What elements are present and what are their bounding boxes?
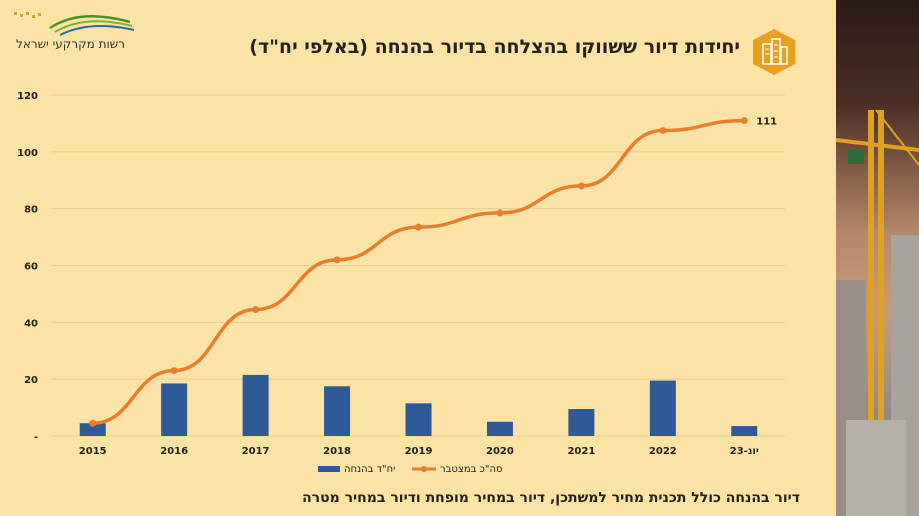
y-tick-label: 100 (17, 148, 38, 159)
data-label: 111 (756, 117, 777, 128)
buildings-icon (753, 29, 795, 75)
logo-waves-icon (14, 12, 135, 36)
bar (405, 403, 432, 436)
legend-bar-swatch (318, 466, 340, 472)
y-tick-label: 20 (24, 375, 38, 386)
line-point (659, 127, 667, 135)
y-tick-label: 120 (17, 91, 38, 102)
legend-label-line: סה"כ במצטבר (440, 464, 503, 475)
line-point (252, 306, 260, 314)
logo-text: רשות מקרקעי ישראל (16, 37, 126, 51)
y-tick-label: 60 (24, 262, 38, 273)
y-tick-label: 40 (24, 318, 38, 329)
construction-photo (836, 0, 919, 516)
series-line (90, 118, 747, 425)
bar (79, 423, 106, 436)
bar (486, 421, 513, 436)
line-point (89, 419, 97, 427)
y-tick-label: - (34, 432, 38, 443)
slide: רשות מקרקעי ישראל יחידות דיור ששווקו בהצ… (14, 12, 800, 506)
x-tick-label: 2022 (649, 446, 677, 457)
chart: - 20 40 60 80 100 120 2015 2016 2017 2018 2019 2020 2… (17, 91, 785, 475)
footer-note: דיור בהנחה כולל תכנית מחיר למשתכן, דיור … (302, 490, 800, 506)
bar (324, 386, 351, 436)
x-tick-label: 2018 (323, 446, 351, 457)
line-point (577, 182, 585, 190)
line-point (170, 367, 178, 375)
legend-line-marker (421, 466, 427, 472)
bar (161, 383, 188, 436)
x-tick-label: 2021 (567, 446, 595, 457)
bar (731, 426, 758, 436)
x-tick-label: 2019 (405, 446, 433, 457)
y-tick-label: 80 (24, 205, 38, 216)
x-tick-label: יונ-23 (730, 446, 759, 457)
bar (568, 409, 595, 436)
x-tick-label: 2017 (242, 446, 270, 457)
x-tick-label: 2015 (79, 446, 107, 457)
line-point (740, 117, 748, 125)
line-point (415, 223, 422, 231)
legend-label-bars: יח"ד בהנחה (344, 464, 395, 475)
bar (242, 374, 269, 436)
line-point (333, 256, 341, 264)
x-tick-label: 2016 (160, 446, 188, 457)
page-title: יחידות דיור ששווקו בהצלחה בדיור בהנחה (ב… (249, 36, 740, 58)
line-point (496, 209, 504, 217)
x-tick-label: 2020 (486, 446, 514, 457)
bar (649, 380, 676, 436)
